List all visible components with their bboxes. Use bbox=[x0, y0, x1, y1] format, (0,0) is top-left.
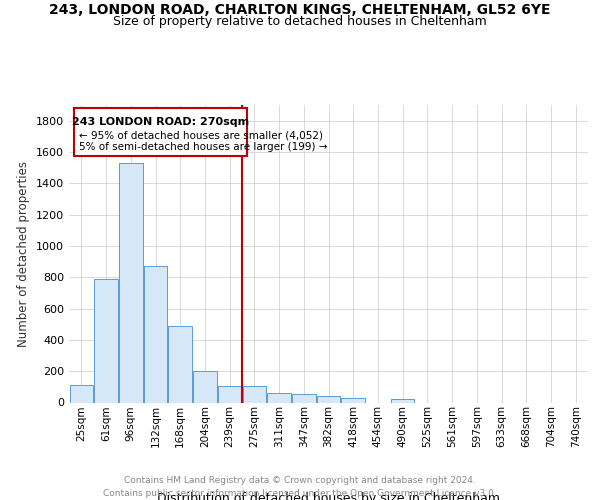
Text: Size of property relative to detached houses in Cheltenham: Size of property relative to detached ho… bbox=[113, 15, 487, 28]
Bar bbox=[317, 396, 340, 402]
Text: Contains HM Land Registry data © Crown copyright and database right 2024.: Contains HM Land Registry data © Crown c… bbox=[124, 476, 476, 485]
Text: 5% of semi-detached houses are larger (199) →: 5% of semi-detached houses are larger (1… bbox=[79, 142, 328, 152]
Bar bbox=[169, 326, 192, 402]
Bar bbox=[144, 266, 167, 402]
Text: 243 LONDON ROAD: 270sqm: 243 LONDON ROAD: 270sqm bbox=[72, 117, 249, 127]
Text: Contains public sector information licensed under the Open Government Licence v3: Contains public sector information licen… bbox=[103, 489, 497, 498]
X-axis label: Distribution of detached houses by size in Cheltenham: Distribution of detached houses by size … bbox=[157, 492, 500, 500]
Bar bbox=[341, 398, 365, 402]
Bar bbox=[70, 386, 93, 402]
Bar bbox=[94, 279, 118, 402]
Bar bbox=[292, 394, 316, 402]
Bar bbox=[218, 386, 241, 402]
Bar bbox=[268, 393, 291, 402]
Text: 243, LONDON ROAD, CHARLTON KINGS, CHELTENHAM, GL52 6YE: 243, LONDON ROAD, CHARLTON KINGS, CHELTE… bbox=[49, 2, 551, 16]
Bar bbox=[242, 386, 266, 402]
Bar bbox=[193, 371, 217, 402]
Text: ← 95% of detached houses are smaller (4,052): ← 95% of detached houses are smaller (4,… bbox=[79, 130, 323, 140]
FancyBboxPatch shape bbox=[74, 108, 247, 156]
Bar bbox=[391, 400, 415, 402]
Y-axis label: Number of detached properties: Number of detached properties bbox=[17, 161, 31, 347]
Bar bbox=[119, 163, 143, 402]
